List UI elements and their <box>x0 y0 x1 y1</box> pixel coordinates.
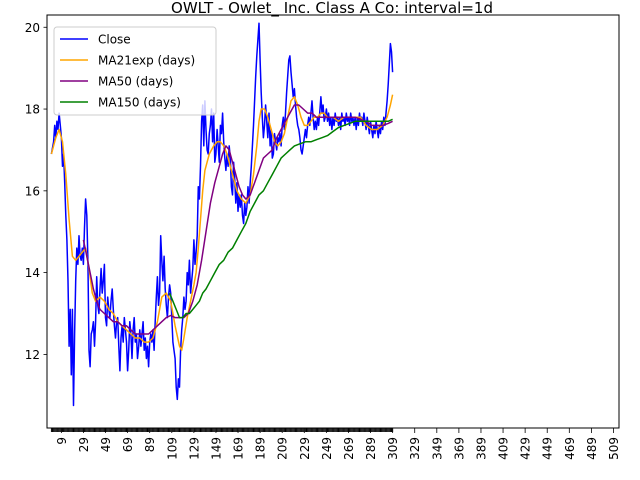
x-tick-label: 269 <box>342 437 356 460</box>
x-tick-label: 69 <box>121 437 135 452</box>
y-tick-label: 12 <box>25 348 40 362</box>
x-tick-label: 469 <box>563 437 577 460</box>
x-tick-label: 149 <box>209 437 223 460</box>
x-tick-label: 409 <box>497 437 511 460</box>
y-tick-label: 18 <box>25 103 40 117</box>
y-tick-label: 20 <box>25 21 40 35</box>
legend-label: MA21exp (days) <box>98 54 195 68</box>
y-tick-label: 16 <box>25 184 40 198</box>
y-axis: 12 14 16 18 20 <box>25 21 47 362</box>
x-tick-label: 169 <box>232 437 246 460</box>
x-tick-label: 309 <box>386 437 400 460</box>
x-tick-label: 449 <box>541 437 555 460</box>
series-layer <box>50 22 394 407</box>
chart-title: OWLT - Owlet_ Inc. Class A Co: interval=… <box>171 0 493 18</box>
x-tick-label: 89 <box>143 437 157 452</box>
x-tick-label: 129 <box>187 437 201 460</box>
x-tick-label: 389 <box>474 437 488 460</box>
legend: Close MA21exp (days) MA50 (days) MA150 (day… <box>53 26 217 116</box>
legend-box <box>53 26 217 116</box>
x-tick-label: 189 <box>254 437 268 460</box>
x-axis: 9 29 49 69 89 109 129 149 169 189 209 229 249 269 289 3… <box>50 428 621 460</box>
x-tick-label: 329 <box>408 437 422 460</box>
x-tick-label: 29 <box>77 437 91 452</box>
x-tick-label: 229 <box>298 437 312 460</box>
x-tick-label: 109 <box>165 437 179 460</box>
x-tick-label: 209 <box>276 437 290 460</box>
legend-label: MA50 (days) <box>98 75 173 89</box>
series-line-ma150-days <box>168 118 393 319</box>
x-tick-label: 349 <box>430 437 444 460</box>
series-line-ma50-days <box>82 104 393 335</box>
legend-label: Close <box>98 33 131 47</box>
x-tick-label: 429 <box>519 437 533 460</box>
x-tick-label: 289 <box>364 437 378 460</box>
x-tick-label: 49 <box>99 437 113 452</box>
x-tick-label: 489 <box>585 437 599 460</box>
x-tick-label: 249 <box>320 437 334 460</box>
x-tick-label: 509 <box>607 437 621 460</box>
series-line-ma21exp-days <box>50 94 394 352</box>
x-tick-label: 369 <box>452 437 466 460</box>
y-tick-label: 14 <box>25 266 40 280</box>
legend-label: MA150 (days) <box>98 96 181 110</box>
x-tick-label: 9 <box>55 437 69 445</box>
